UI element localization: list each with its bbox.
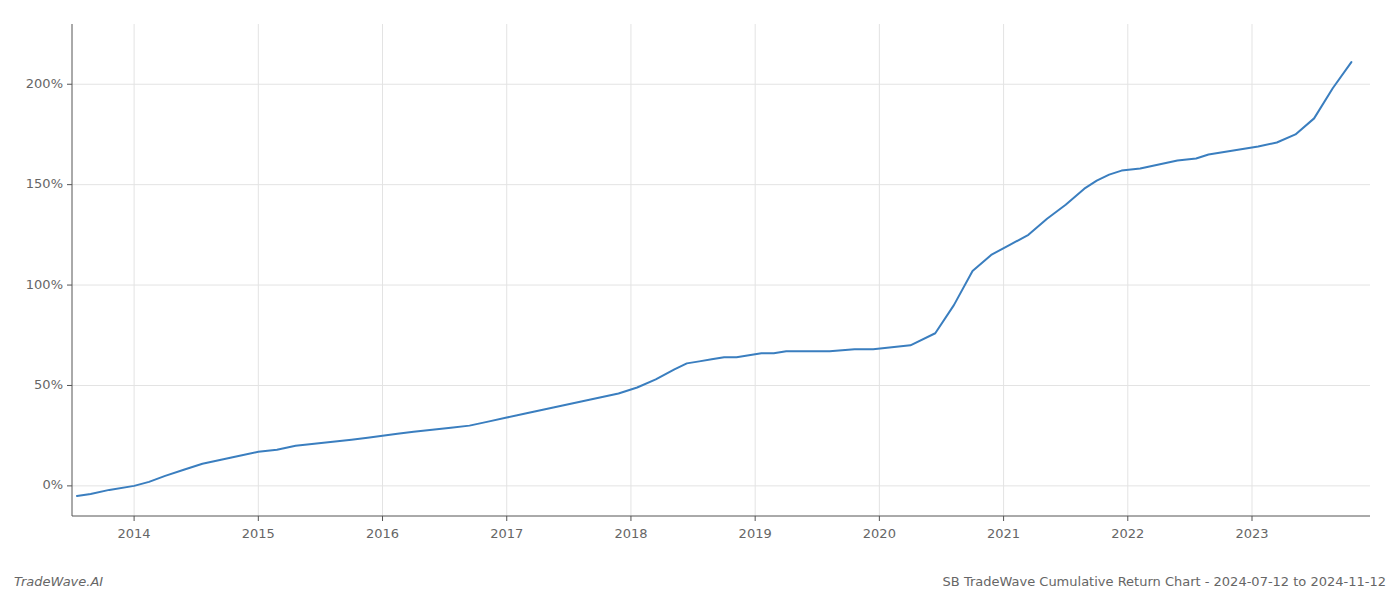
- y-tick-label: 0%: [42, 477, 63, 492]
- x-tick: [1003, 516, 1004, 521]
- x-tick-label: 2018: [614, 526, 647, 541]
- x-tick: [258, 516, 259, 521]
- x-grid-line: [1252, 24, 1253, 516]
- x-tick: [879, 516, 880, 521]
- x-tick: [134, 516, 135, 521]
- y-tick: [67, 84, 72, 85]
- x-tick-label: 2021: [987, 526, 1020, 541]
- x-grid-line: [1003, 24, 1004, 516]
- y-tick: [67, 385, 72, 386]
- chart: 0% 50% 100% 150% 200% 2014 2015 2016 2017 2018 201…: [0, 0, 1400, 600]
- x-tick: [630, 516, 631, 521]
- y-tick-label: 150%: [26, 176, 63, 191]
- axes: 0% 50% 100% 150% 200% 2014 2015 2016 2017 2018 201…: [26, 24, 1370, 541]
- x-tick-label: 2023: [1235, 526, 1268, 541]
- x-tick-label: 2014: [118, 526, 151, 541]
- x-grid-line: [258, 24, 259, 516]
- title: SB TradeWave Cumulative Return Chart - 2…: [943, 574, 1386, 589]
- x-tick: [506, 516, 507, 521]
- y-tick: [67, 285, 72, 286]
- y-axis-line: [72, 24, 73, 516]
- x-tick: [755, 516, 756, 521]
- x-tick-label: 2016: [366, 526, 399, 541]
- texts: TradeWave.AI SB TradeWave Cumulative Retu…: [14, 574, 1386, 589]
- x-axis-line: [72, 516, 1370, 517]
- y-tick: [67, 485, 72, 486]
- y-tick-label: 100%: [26, 277, 63, 292]
- x-grid-line: [134, 24, 135, 516]
- x-tick: [1252, 516, 1253, 521]
- x-grid-line: [630, 24, 631, 516]
- y-tick-label: 200%: [26, 76, 63, 91]
- grid: [72, 24, 1370, 516]
- x-tick-label: 2015: [242, 526, 275, 541]
- x-tick-label: 2020: [863, 526, 896, 541]
- x-grid-line: [506, 24, 507, 516]
- x-tick-label: 2017: [490, 526, 523, 541]
- x-grid-line: [879, 24, 880, 516]
- x-tick: [1127, 516, 1128, 521]
- line: [77, 62, 1351, 496]
- y-grid-line: [72, 385, 1370, 386]
- y-grid-line: [72, 485, 1370, 486]
- watermark: TradeWave.AI: [14, 574, 103, 589]
- x-tick: [382, 516, 383, 521]
- y-tick: [67, 184, 72, 185]
- y-grid-line: [72, 184, 1370, 185]
- x-grid-line: [382, 24, 383, 516]
- y-grid-line: [72, 285, 1370, 286]
- x-tick-label: 2022: [1111, 526, 1144, 541]
- x-tick-label: 2019: [739, 526, 772, 541]
- data-area: [77, 62, 1351, 496]
- x-grid-line: [755, 24, 756, 516]
- x-grid-line: [1127, 24, 1128, 516]
- y-grid-line: [72, 84, 1370, 85]
- y-tick-label: 50%: [34, 377, 63, 392]
